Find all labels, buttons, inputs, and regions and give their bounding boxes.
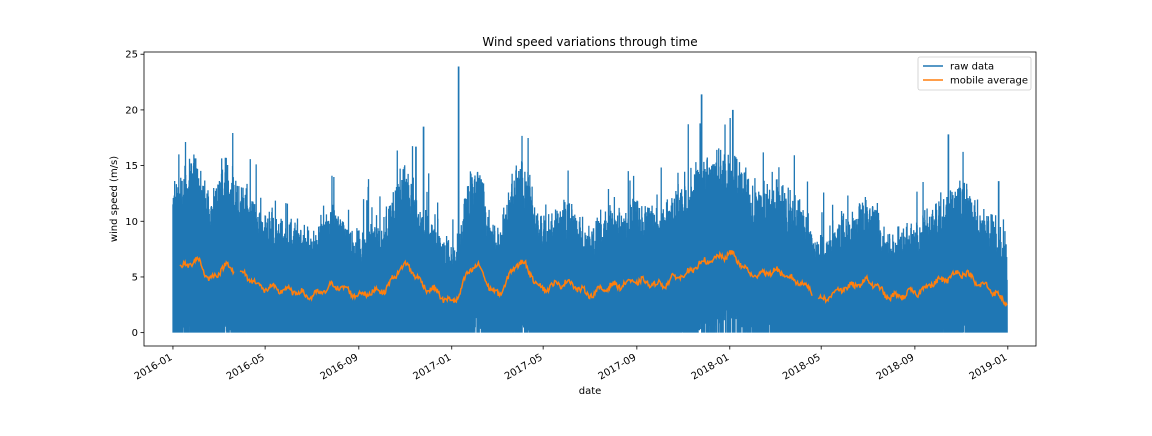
y-tick-label: 0 <box>132 328 138 339</box>
x-tick-label: 2018-01 <box>690 352 732 382</box>
x-tick-label: 2016-09 <box>319 352 361 382</box>
raw-data-series <box>172 66 1008 333</box>
x-tick-label: 2018-05 <box>781 352 823 382</box>
y-tick-label: 25 <box>125 50 138 61</box>
raw-data-line <box>172 66 1008 333</box>
chart-title: Wind speed variations through time <box>482 35 697 49</box>
x-tick-label: 2017-05 <box>503 352 545 382</box>
plot-frame <box>143 51 1037 347</box>
legend-label-mobile-average: mobile average <box>950 76 1028 87</box>
legend-box <box>917 56 1032 91</box>
x-axis-label: date <box>579 386 602 397</box>
x-tick-label: 2017-01 <box>412 352 454 382</box>
x-tick-label: 2019-01 <box>968 352 1010 382</box>
y-axis-label: wind speed (m/s) <box>109 156 120 242</box>
x-axis: 2016-01 2016-05 2016-09 2017-01 2017-05 2017-… <box>133 346 1010 382</box>
x-tick-label: 2018-09 <box>875 352 917 382</box>
y-tick-label: 15 <box>125 161 138 172</box>
x-tick-label: 2016-01 <box>133 352 175 382</box>
x-tick-label: 2017-09 <box>597 352 639 382</box>
y-axis: 0 5 10 15 20 25 <box>125 50 144 339</box>
mobile-average-series <box>179 250 1008 307</box>
y-tick-label: 5 <box>132 272 138 283</box>
x-tick-label: 2016-05 <box>225 352 267 382</box>
mobile-average-line <box>179 250 1008 307</box>
legend: raw data mobile average <box>917 56 1032 91</box>
legend-label-raw-data: raw data <box>950 62 994 73</box>
y-tick-label: 10 <box>125 217 138 228</box>
y-tick-label: 20 <box>125 105 138 116</box>
